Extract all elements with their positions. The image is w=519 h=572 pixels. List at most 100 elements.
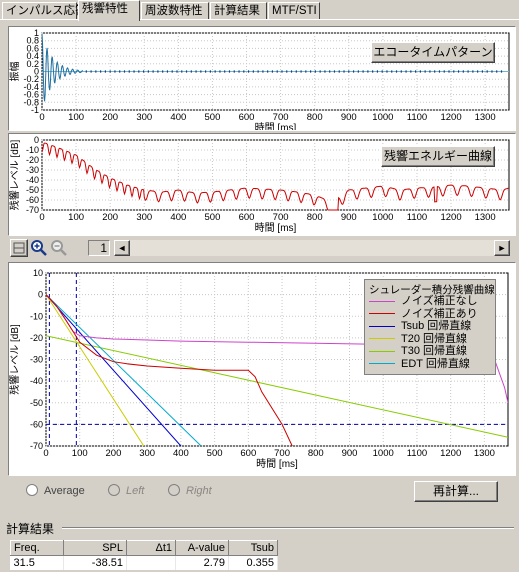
y-tick-label: -0.6 bbox=[23, 90, 39, 100]
col-a-value[interactable]: A-value bbox=[175, 540, 229, 556]
y-tick-label: -40 bbox=[26, 175, 39, 185]
tab-impulse-response[interactable]: インパルス応答 bbox=[2, 2, 87, 19]
zoom-in-icon bbox=[31, 240, 47, 256]
legend-item: Tsub 回帰直線 bbox=[369, 320, 471, 332]
left-radio[interactable]: Left bbox=[108, 484, 144, 498]
y-tick-label: 0.2 bbox=[26, 59, 39, 69]
y-tick-label: -30 bbox=[26, 165, 39, 175]
legend-item: ノイズ補正あり bbox=[369, 308, 478, 320]
x-axis-label: 時間 [ms] bbox=[256, 458, 298, 470]
x-tick-label: 600 bbox=[239, 212, 255, 223]
legend-label: Tsub 回帰直線 bbox=[401, 320, 472, 332]
y-tick-label: -0.2 bbox=[23, 74, 39, 84]
x-tick-label: 100 bbox=[68, 212, 84, 223]
tab-panel bbox=[0, 19, 519, 509]
scroll-left-button[interactable]: ◄ bbox=[114, 240, 130, 256]
y-axis-label: 残響レベル [dB] bbox=[9, 324, 21, 395]
zoom-in-button[interactable] bbox=[30, 239, 48, 257]
scroll-right-button[interactable]: ► bbox=[494, 240, 510, 256]
table-row[interactable]: 31.5 -38.51 2.79 0.355 bbox=[10, 555, 278, 570]
tab-calculation-results[interactable]: 計算結果 bbox=[210, 2, 267, 19]
average-radio[interactable]: Average bbox=[26, 484, 85, 498]
zoom-out-button[interactable] bbox=[50, 239, 68, 257]
decay-chart-panel: 0 100 200 300 400 500 600 700 800 900 1000 1100 1200… bbox=[8, 262, 516, 476]
x-tick-label: 0 bbox=[43, 448, 48, 459]
x-tick-label: 600 bbox=[240, 448, 256, 459]
tab-mtf-sti[interactable]: MTF/STI bbox=[268, 2, 320, 19]
x-tick-label: 600 bbox=[239, 112, 255, 123]
x-tick-label: 500 bbox=[207, 448, 223, 459]
decay-legend: シュレーダー積分残響曲線 ノイズ補正なし ノイズ補正あり Tsub 回帰直線 T20 … bbox=[364, 279, 496, 375]
y-tick-label: -50 bbox=[30, 398, 43, 408]
x-tick-label: 400 bbox=[170, 212, 186, 223]
x-tick-label: 0 bbox=[39, 212, 44, 223]
results-header-row: Freq. SPL Δt1 A-value Tsub bbox=[10, 540, 278, 556]
tab-bar: インパルス応答 残響特性 周波数特性 計算結果 MTF/STI bbox=[0, 0, 519, 21]
y-tick-label: -1 bbox=[31, 105, 39, 115]
horizontal-scroll-track[interactable] bbox=[130, 240, 494, 256]
x-tick-label: 1000 bbox=[373, 448, 394, 459]
legend-item: T20 回帰直線 bbox=[369, 333, 467, 345]
x-tick-label: 1100 bbox=[407, 448, 427, 459]
y-tick-label: 0 bbox=[38, 290, 43, 300]
t20-regression-line bbox=[46, 294, 145, 446]
y-tick-label: -70 bbox=[30, 441, 43, 451]
recalc-button[interactable]: 再計算... bbox=[414, 481, 498, 502]
legend-swatch bbox=[369, 325, 395, 327]
legend-title: シュレーダー積分残響曲線 bbox=[369, 284, 495, 296]
results-divider bbox=[62, 527, 514, 529]
x-tick-label: 200 bbox=[102, 112, 118, 123]
legend-label: T20 回帰直線 bbox=[401, 332, 468, 345]
x-tick-label: 700 bbox=[273, 112, 289, 123]
col-tsub[interactable]: Tsub bbox=[228, 540, 278, 556]
x-tick-label: 0 bbox=[39, 112, 44, 123]
legend-label: ノイズ補正あり bbox=[401, 307, 478, 320]
x-tick-label: 200 bbox=[102, 212, 118, 223]
echo-series-line bbox=[41, 33, 83, 102]
right-radio[interactable]: Right bbox=[168, 484, 212, 498]
page-number-field[interactable]: 1 bbox=[88, 240, 110, 256]
legend-item: T30 回帰直線 bbox=[369, 345, 467, 357]
legend-label: T30 回帰直線 bbox=[401, 345, 468, 357]
x-tick-label: 900 bbox=[341, 212, 357, 223]
results-title: 計算結果 bbox=[6, 522, 55, 536]
col-spl[interactable]: SPL bbox=[63, 540, 127, 556]
y-tick-label: -30 bbox=[30, 355, 43, 365]
x-tick-label: 800 bbox=[307, 112, 323, 123]
y-tick-label: 0.6 bbox=[26, 43, 39, 53]
cell-spl: -38.51 bbox=[63, 555, 127, 570]
fit-view-icon bbox=[13, 242, 25, 254]
y-tick-label: -40 bbox=[30, 376, 43, 386]
x-tick-label: 1300 bbox=[475, 112, 496, 123]
right-label: Right bbox=[186, 485, 212, 497]
cell-freq: 31.5 bbox=[10, 555, 64, 570]
x-tick-label: 1000 bbox=[372, 212, 393, 223]
legend-swatch bbox=[369, 313, 395, 315]
tsub-regression-line bbox=[46, 294, 182, 446]
edt-regression-line bbox=[46, 294, 202, 446]
legend-label: ノイズ補正なし bbox=[401, 295, 478, 307]
legend-item: ノイズ補正なし bbox=[369, 295, 478, 307]
cell-a-value: 2.79 bbox=[175, 555, 229, 570]
x-tick-label: 800 bbox=[308, 448, 324, 459]
fit-view-button[interactable] bbox=[10, 239, 28, 257]
x-tick-label: 1200 bbox=[440, 112, 461, 123]
y-tick-label: -0.4 bbox=[23, 82, 39, 92]
x-axis-label: 時間 [ms] bbox=[255, 222, 297, 234]
radio-dot bbox=[108, 484, 120, 496]
echo-pattern-button[interactable]: エコータイムパターン bbox=[371, 42, 495, 63]
col-dt1[interactable]: Δt1 bbox=[126, 540, 176, 556]
left-label: Left bbox=[126, 485, 145, 497]
x-tick-label: 500 bbox=[205, 212, 221, 223]
x-tick-label: 300 bbox=[136, 112, 152, 123]
tab-frequency[interactable]: 周波数特性 bbox=[141, 2, 209, 19]
average-label: Average bbox=[44, 485, 85, 497]
x-tick-label: 1300 bbox=[474, 448, 495, 459]
tab-reverberation[interactable]: 残響特性 bbox=[78, 0, 140, 21]
x-axis-label: 時間 [ms] bbox=[255, 122, 297, 130]
energy-curve-button[interactable]: 残響エネルギー曲線 bbox=[381, 146, 495, 167]
x-tick-label: 700 bbox=[273, 212, 289, 223]
y-tick-label: -60 bbox=[30, 419, 43, 429]
col-freq[interactable]: Freq. bbox=[10, 540, 64, 556]
x-tick-label: 100 bbox=[72, 448, 88, 459]
